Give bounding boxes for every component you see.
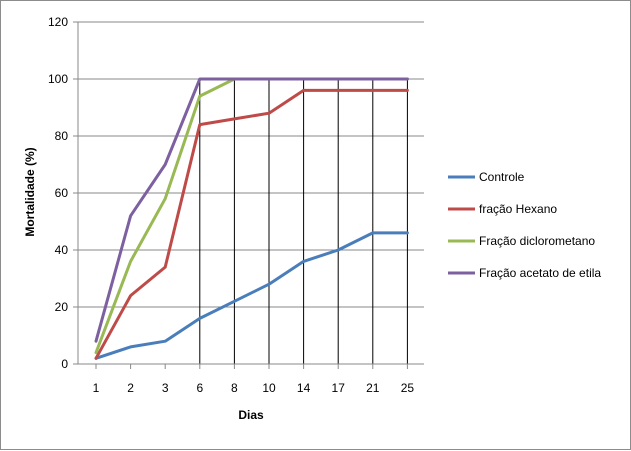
legend-label: Fração diclorometano	[479, 234, 595, 248]
legend: Controle fração Hexano Fração diclorometan…	[448, 170, 601, 280]
y-tick-label: 20	[55, 300, 69, 314]
legend-label: fração Hexano	[479, 202, 557, 216]
y-tick-label: 80	[55, 129, 69, 143]
x-tick-label: 6	[196, 381, 203, 395]
x-tick-label: 14	[297, 381, 311, 395]
series-line	[94, 88, 409, 360]
x-tick-label: 10	[262, 381, 276, 395]
y-tick-label: 120	[48, 15, 68, 29]
x-tick-label: 1	[93, 381, 100, 395]
x-axis-title: Dias	[238, 408, 264, 422]
x-tick-labels: 1 2 3 6 8 10 14 17 21 25	[93, 381, 415, 395]
x-tick-label: 17	[332, 381, 346, 395]
x-tick-label: 8	[231, 381, 238, 395]
y-axis-title: Mortalidade (%)	[23, 147, 37, 236]
series-line	[94, 77, 409, 343]
x-tick-label: 2	[127, 381, 134, 395]
x-tick-label: 3	[162, 381, 169, 395]
y-tick-labels: 0 20 40 60 80 100 120	[48, 15, 68, 371]
y-tick-label: 0	[61, 357, 68, 371]
y-tick-label: 40	[55, 243, 69, 257]
legend-label: Fração acetato de etila	[479, 266, 601, 280]
legend-label: Controle	[479, 170, 525, 184]
series-lines	[94, 77, 409, 360]
series-line	[94, 77, 409, 355]
axes	[73, 21, 424, 369]
x-tick-label: 25	[401, 381, 415, 395]
x-tick-label: 21	[366, 381, 380, 395]
day-markers	[199, 79, 408, 364]
series-line	[94, 231, 409, 360]
y-tick-label: 60	[55, 186, 69, 200]
y-tick-label: 100	[48, 72, 68, 86]
